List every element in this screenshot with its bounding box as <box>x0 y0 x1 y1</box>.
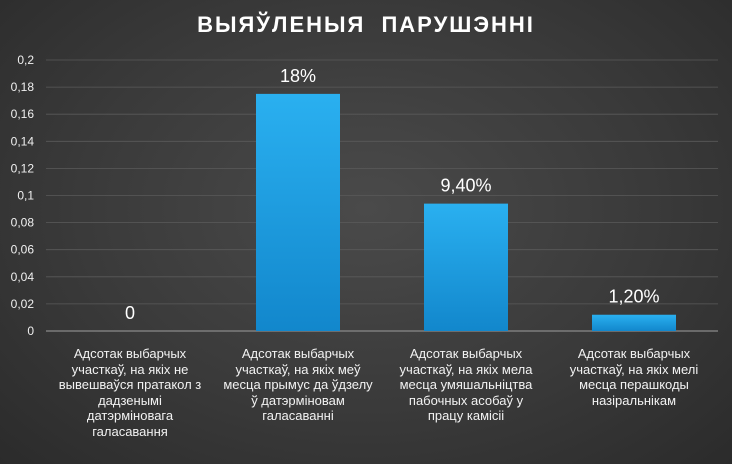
bars <box>256 93 676 331</box>
y-axis-ticks: 0 0,02 0,04 0,06 0,08 0,1 0,12 0,14 0,16 0,18 0,2 <box>11 53 35 338</box>
data-label: 0 <box>125 303 135 323</box>
chart-title: ВЫЯЎЛЕНЫЯ ПАРУШЭННІ <box>197 12 535 37</box>
y-tick-label: 0,14 <box>11 134 35 148</box>
y-tick-label: 0,12 <box>11 161 35 175</box>
data-labels: 0 18% 9,40% 1,20% <box>125 66 660 323</box>
y-tick-label: 0,04 <box>11 270 35 284</box>
bar <box>592 314 676 331</box>
data-label: 9,40% <box>440 176 491 196</box>
bar <box>424 203 508 331</box>
data-label: 1,20% <box>608 287 659 307</box>
y-tick-label: 0,18 <box>11 80 35 94</box>
x-category-label: Адсотак выбарчых участкаў, на якіх мела … <box>399 346 533 423</box>
y-tick-label: 0,06 <box>11 243 35 257</box>
y-tick-label: 0,08 <box>11 216 35 230</box>
x-category-label: Адсотак выбарчых участкаў, на якіх не вы… <box>58 346 202 439</box>
bar <box>256 93 340 331</box>
y-tick-label: 0 <box>27 324 34 338</box>
data-label: 18% <box>280 66 316 86</box>
gridlines <box>46 59 718 332</box>
y-tick-label: 0,02 <box>11 297 35 311</box>
x-category-label: Адсотак выбарчых участкаў, на якіх меў м… <box>223 346 373 423</box>
y-tick-label: 0,16 <box>11 107 35 121</box>
x-category-label: Адсотак выбарчых участкаў, на якіх мелі … <box>569 346 699 408</box>
y-tick-label: 0,1 <box>17 189 34 203</box>
y-tick-label: 0,2 <box>17 53 34 67</box>
